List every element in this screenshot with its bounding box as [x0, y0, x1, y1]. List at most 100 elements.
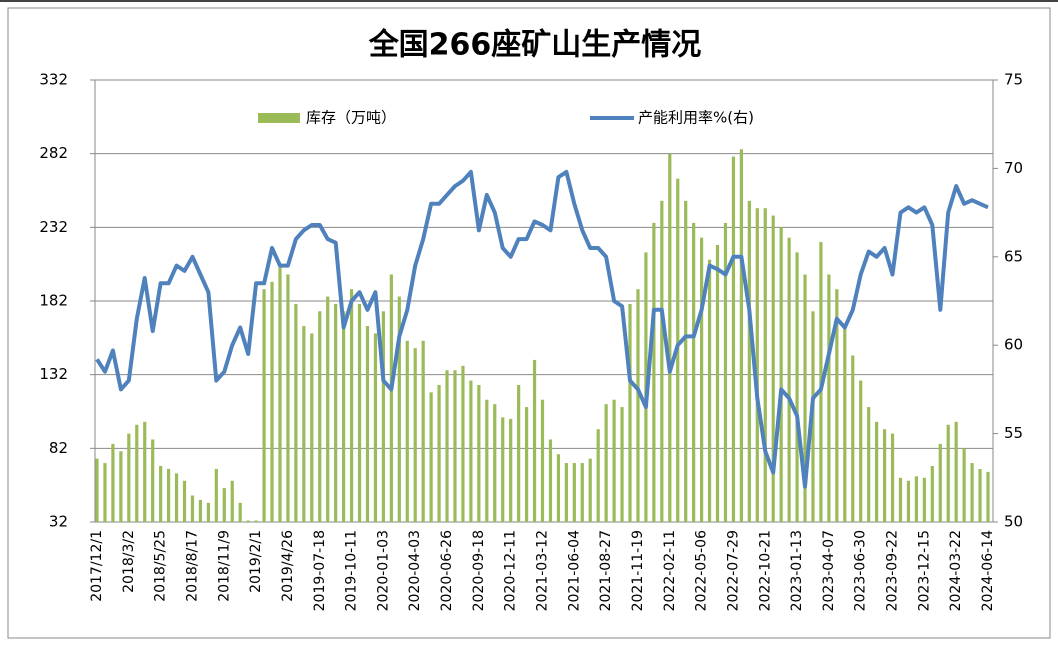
bar [174, 473, 179, 522]
bar [867, 407, 871, 522]
bar [206, 502, 210, 522]
bar [254, 520, 258, 522]
x-tick-label: 2019-07-18 [312, 530, 328, 611]
x-tick-label: 2020-12-11 [503, 530, 519, 611]
bar [755, 208, 759, 522]
x-tick-label: 2022-07-29 [725, 530, 741, 611]
y-tick-label: 282 [39, 144, 68, 162]
bar [771, 215, 775, 522]
bar [660, 200, 664, 522]
x-tick-label: 2017/12/1 [89, 530, 105, 602]
bar [906, 480, 911, 522]
bar [469, 380, 473, 522]
bar [214, 468, 218, 522]
bar [835, 289, 839, 522]
bar [357, 303, 362, 522]
bar [389, 274, 393, 522]
y2-tick-label: 75 [1004, 71, 1023, 89]
bar [349, 289, 354, 522]
bar [914, 476, 919, 522]
bar [612, 399, 616, 522]
bar [461, 365, 465, 522]
bar [652, 222, 656, 522]
x-tick-label: 2023-04-07 [821, 530, 837, 611]
bar [620, 407, 624, 522]
bar [851, 355, 855, 522]
bar [230, 480, 234, 522]
bar [238, 502, 242, 522]
bar [437, 384, 441, 522]
bar [524, 407, 529, 522]
bar [763, 208, 767, 522]
bar [556, 454, 561, 522]
bar [413, 348, 417, 522]
bar [588, 458, 592, 522]
x-tick-label: 2020-04-03 [407, 530, 423, 611]
bar [930, 466, 934, 522]
x-tick-label: 2021-11-19 [630, 530, 646, 611]
bar [334, 303, 338, 522]
bar [222, 488, 226, 522]
bar [262, 289, 266, 522]
bar [938, 443, 942, 522]
bar [946, 424, 950, 522]
y-tick-label: 32 [49, 513, 68, 531]
bar [787, 237, 791, 522]
bar [668, 153, 672, 522]
bar [731, 156, 736, 522]
bar [540, 399, 545, 522]
x-tick-label: 2024-06-14 [980, 530, 996, 611]
bar [405, 340, 409, 522]
x-tick-label: 2021-03-12 [535, 530, 551, 611]
x-tick-label: 2023-09-22 [885, 530, 901, 611]
y-tick-label: 182 [39, 292, 68, 310]
bar [342, 311, 346, 522]
bar [803, 274, 807, 522]
x-tick-label: 2020-01-03 [375, 530, 391, 611]
x-tick-label: 2022-05-06 [694, 530, 710, 611]
x-tick-label: 2020-06-26 [439, 530, 455, 611]
bar [548, 439, 553, 522]
x-tick-label: 2022-10-21 [757, 530, 773, 611]
bar [962, 448, 966, 522]
y2-tick-label: 70 [1004, 159, 1023, 177]
line [95, 169, 989, 489]
bar [890, 433, 895, 522]
y-tick-label: 132 [39, 365, 68, 383]
y2-tick-label: 65 [1004, 247, 1023, 265]
bar [564, 463, 568, 522]
x-tick-label: 2023-06-30 [853, 530, 869, 611]
bar [922, 477, 926, 522]
bar [723, 222, 728, 522]
bar [580, 463, 584, 522]
bar [739, 149, 743, 522]
bar [151, 439, 155, 522]
bar [986, 471, 990, 522]
bar [843, 326, 847, 522]
x-tick-label: 2022-02-11 [662, 530, 678, 611]
bar [517, 384, 521, 522]
bar [429, 392, 433, 522]
bar [326, 296, 330, 522]
bar [119, 451, 123, 522]
bar [954, 421, 958, 522]
x-tick-label: 2019/4/26 [280, 530, 296, 602]
bar [636, 289, 640, 522]
y-tick-label: 332 [39, 71, 68, 89]
bar [294, 303, 298, 522]
bar [318, 311, 322, 522]
bar [707, 259, 712, 522]
x-tick-label: 2019-10-11 [344, 530, 360, 611]
bar [485, 399, 489, 522]
bar [103, 463, 107, 522]
bar [286, 274, 290, 522]
bar [111, 443, 115, 522]
bar [970, 463, 974, 522]
bar [246, 520, 250, 522]
bar [493, 404, 497, 522]
bar [421, 340, 425, 522]
bar [143, 421, 147, 522]
x-tick-label: 2018/8/17 [184, 530, 200, 602]
